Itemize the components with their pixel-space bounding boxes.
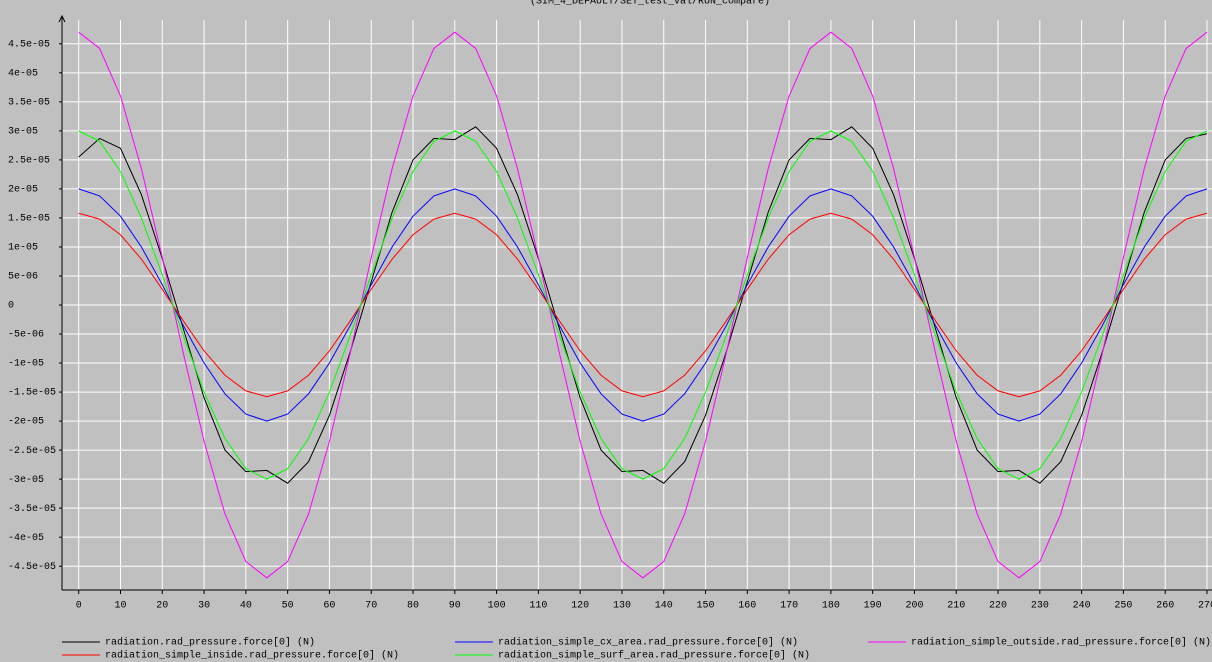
y-tick-label: 3e-05 [8,127,38,138]
x-tick-label: 100 [488,601,506,612]
legend-label: radiation.rad_pressure.force[0] (N) [105,637,315,649]
x-tick-label: 40 [240,601,252,612]
y-tick-label: -3e-05 [8,475,44,486]
y-tick-label: 1e-05 [8,243,38,254]
x-tick-label: 50 [282,601,294,612]
y-tick-label: -2.5e-05 [8,446,56,457]
y-tick-label: -4e-05 [8,533,44,544]
x-tick-label: 20 [156,601,168,612]
legend-label: radiation_simple_inside.rad_pressure.for… [105,650,399,662]
y-tick-label: -2e-05 [8,417,44,428]
y-tick-label: -1.5e-05 [8,388,56,399]
x-tick-label: 210 [947,601,965,612]
y-tick-label: 0 [8,301,14,312]
x-tick-label: 230 [1031,601,1049,612]
x-tick-label: 30 [198,601,210,612]
series-line [78,31,1208,579]
series-line [78,212,1208,398]
x-tick-label: 0 [76,601,82,612]
y-tick-label: 1.5e-05 [8,214,50,225]
x-tick-label: 140 [655,601,673,612]
x-tick-label: 180 [822,601,840,612]
x-tick-label: 190 [864,601,882,612]
x-tick-label: 270 [1198,601,1212,612]
y-tick-label: -5e-06 [8,330,44,341]
y-tick-label: 4.5e-05 [8,39,50,50]
y-tick-label: 4e-05 [8,68,38,79]
x-tick-label: 150 [697,601,715,612]
legend-label: radiation_simple_cx_area.rad_pressure.fo… [498,637,798,649]
chart-title: (SIM_4_DEFAULT/SET_test_val/RUN_compare) [530,0,770,8]
x-tick-label: 250 [1114,601,1132,612]
y-tick-label: 2.5e-05 [8,156,50,167]
x-tick-label: 120 [571,601,589,612]
x-tick-label: 260 [1156,601,1174,612]
series-line [78,188,1208,422]
series-line [78,126,1208,484]
plot-lines [78,31,1208,579]
series-line [78,130,1208,480]
x-tick-label: 130 [613,601,631,612]
y-tick-label: 5e-06 [8,272,38,283]
y-tick-label: 3.5e-05 [8,97,50,108]
x-tick-label: 90 [449,601,461,612]
x-tick-label: 240 [1073,601,1091,612]
y-tick-label: -3.5e-05 [8,504,56,515]
x-tick-label: 200 [905,601,923,612]
x-tick-label: 170 [780,601,798,612]
x-tick-label: 220 [989,601,1007,612]
x-tick-label: 80 [407,601,419,612]
x-tick-label: 70 [365,601,377,612]
x-tick-label: 60 [323,601,335,612]
y-tick-label: -1e-05 [8,359,44,370]
x-tick-label: 160 [738,601,756,612]
y-axis-arrow [58,14,66,23]
y-tick-label: -4.5e-05 [8,562,56,573]
legend-label: radiation_simple_outside.rad_pressure.fo… [911,637,1211,649]
legend-label: radiation_simple_surf_area.rad_pressure.… [498,650,810,662]
y-tick-label: 2e-05 [8,185,38,196]
x-tick-label: 10 [114,601,126,612]
x-tick-label: 110 [529,601,547,612]
